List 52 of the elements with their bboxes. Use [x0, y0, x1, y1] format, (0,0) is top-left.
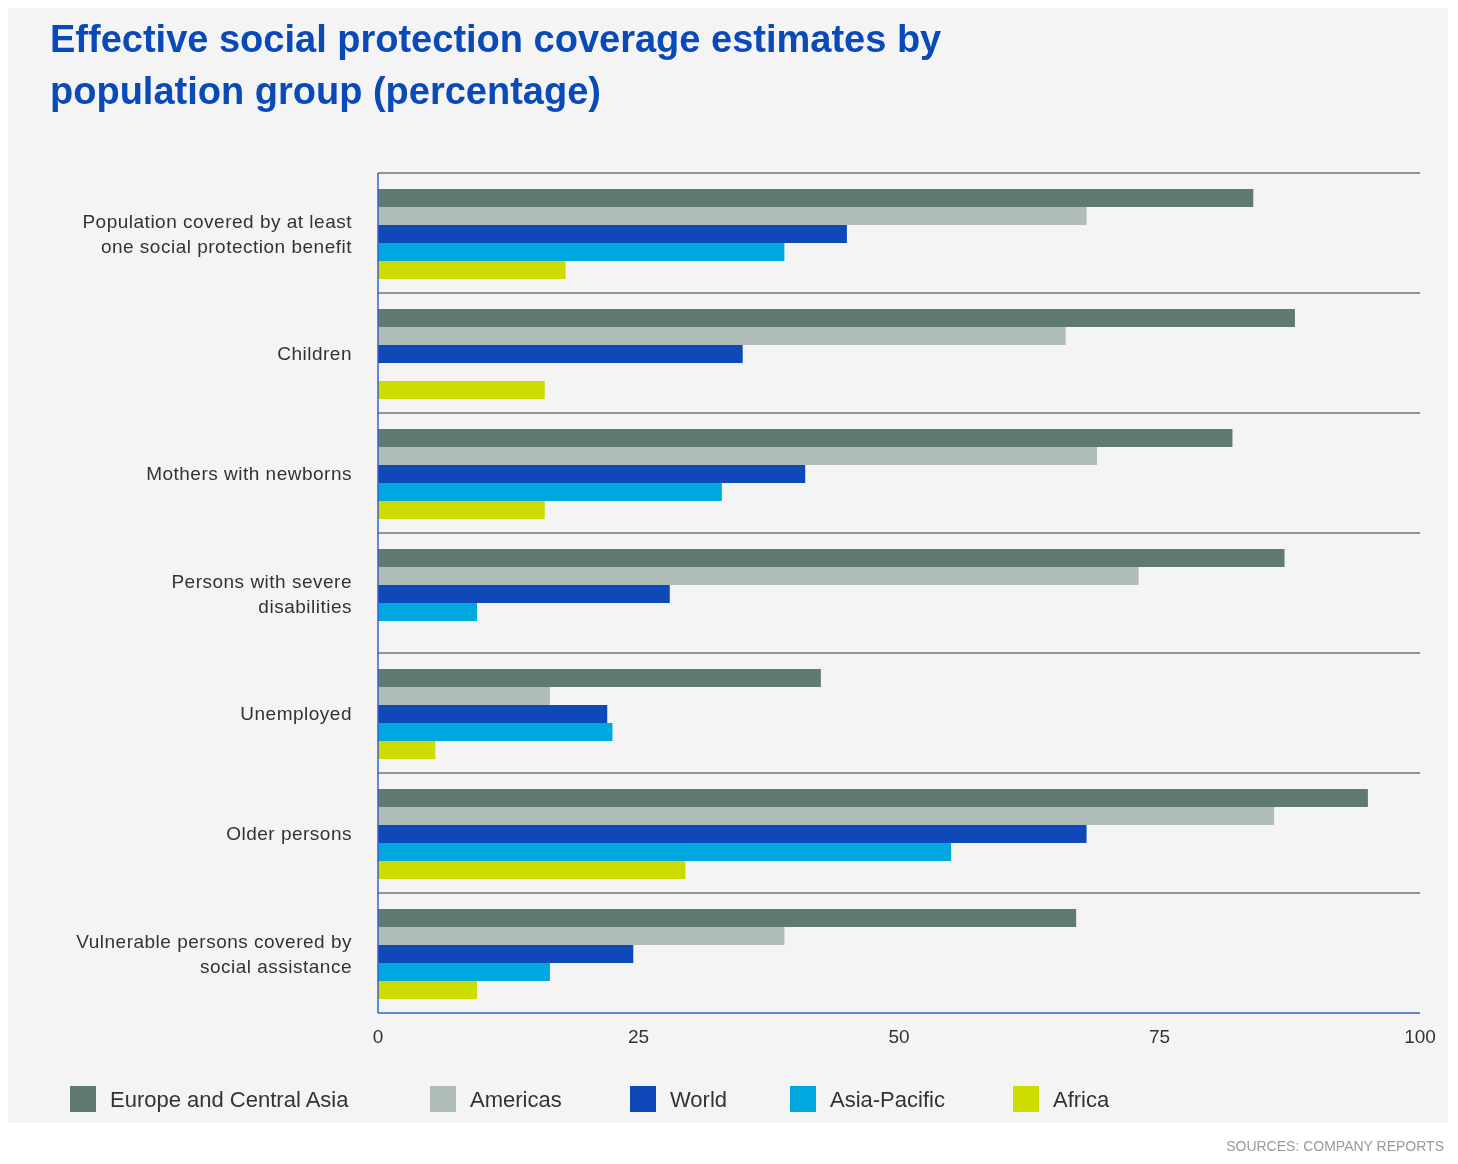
bar [378, 549, 1285, 567]
y-tick-label: Children [277, 343, 352, 364]
bar [378, 189, 1254, 207]
y-tick-label: Older persons [226, 823, 352, 844]
bar [378, 225, 847, 243]
bar [378, 807, 1275, 825]
bar [378, 243, 785, 261]
bar [378, 327, 1066, 345]
bar [378, 981, 477, 999]
bar [378, 465, 806, 483]
bar [378, 501, 545, 519]
bar [378, 723, 613, 741]
legend-label: Africa [1053, 1087, 1110, 1112]
bar [378, 705, 608, 723]
y-tick-label: Unemployed [240, 703, 352, 724]
y-tick-label: Persons with severe disabilities [171, 570, 352, 617]
bar [378, 825, 1087, 843]
bar [378, 861, 686, 879]
x-tick-label: 100 [1404, 1026, 1436, 1047]
bar [378, 567, 1139, 585]
bar [378, 261, 566, 279]
bar [378, 447, 1097, 465]
bar [378, 669, 821, 687]
bar [378, 345, 743, 363]
bar [378, 603, 477, 621]
bar [378, 927, 785, 945]
x-tick-label: 50 [888, 1026, 910, 1047]
bar [378, 687, 550, 705]
bar [378, 429, 1233, 447]
chart-title: Effective social protection coverage estimates by population group (percentage) [50, 18, 942, 112]
source-note: SOURCES: COMPANY REPORTS [1226, 1138, 1444, 1154]
y-tick-label: Mothers with newborns [146, 463, 352, 484]
bar [378, 789, 1368, 807]
bar [378, 585, 670, 603]
legend-label: World [670, 1087, 728, 1112]
bar [378, 909, 1077, 927]
bar [378, 945, 634, 963]
y-tick-label: Population covered by at least one social protection benefit [82, 210, 353, 257]
bar [378, 309, 1295, 327]
bar [378, 843, 952, 861]
x-tick-label: 25 [627, 1026, 650, 1047]
bar [378, 963, 550, 981]
bar [378, 483, 722, 501]
bar [378, 741, 436, 759]
legend-label: Americas [470, 1087, 562, 1112]
x-tick-label: 75 [1148, 1026, 1171, 1047]
bar [378, 207, 1087, 225]
y-tick-label: Vulnerable persons covered by social assistance [76, 930, 352, 977]
x-tick-label: 0 [372, 1026, 384, 1047]
legend-label: Europe and Central Asia [110, 1087, 350, 1112]
bar [378, 381, 545, 399]
legend-label: Asia-Pacific [830, 1087, 945, 1112]
